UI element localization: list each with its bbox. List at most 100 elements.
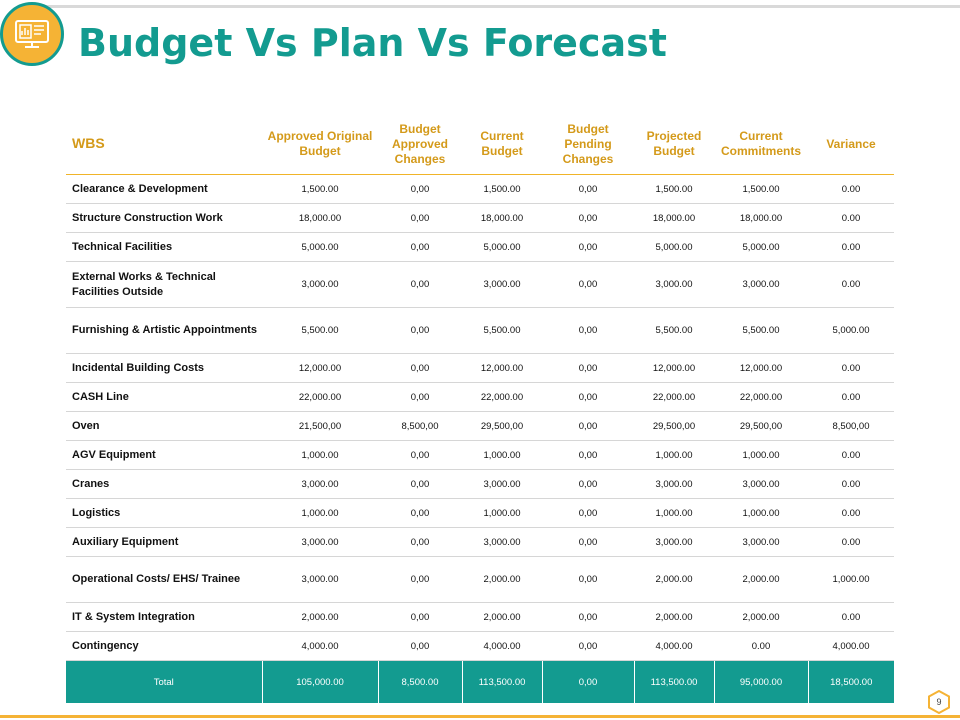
table-cell: 0,00 <box>378 527 462 557</box>
table-cell: 12,000.00 <box>262 353 378 383</box>
row-label: Furnishing & Artistic Appointments <box>66 307 262 354</box>
table-cell: 12,000.00 <box>714 353 808 383</box>
table-cell: 0,00 <box>542 469 634 499</box>
table-cell: 29,500,00 <box>462 411 542 441</box>
table-cell: 0,00 <box>542 261 634 308</box>
total-cell: 113,500.00 <box>634 660 715 703</box>
table-header-row: WBS Approved Original Budget Budget Approv… <box>66 114 894 175</box>
table-cell: 0,00 <box>378 631 462 661</box>
total-cell: 95,000.00 <box>714 660 809 703</box>
table-row: Furnishing & Artistic Appointments 5,500.… <box>66 307 894 354</box>
table-cell: 5,500.00 <box>262 307 378 354</box>
table-row: Auxiliary Equipment 3,000.00 0,00 3,000.00 0… <box>66 527 894 557</box>
table-cell: 0,00 <box>542 232 634 262</box>
table-cell: 0,00 <box>378 203 462 233</box>
total-row: Total 105,000.00 8,500.00 113,500.00 0,00 113… <box>66 660 894 703</box>
table-row: CASH Line 22,000.00 0,00 22,000.00 0,00 22,00… <box>66 382 894 412</box>
table-cell: 0,00 <box>542 498 634 528</box>
budget-table: WBS Approved Original Budget Budget Approv… <box>66 114 894 703</box>
table-cell: 3,000.00 <box>262 261 378 308</box>
hexagon-icon <box>928 690 950 714</box>
monitor-chart-icon <box>0 2 64 66</box>
column-header: Budget Approved Changes <box>378 114 462 175</box>
table-cell: 0.00 <box>714 631 808 661</box>
table-cell: 5,000.00 <box>808 307 894 354</box>
table-cell: 3,000.00 <box>262 556 378 603</box>
row-label: Contingency <box>66 631 262 661</box>
table-cell: 5,000.00 <box>714 232 808 262</box>
table-cell: 0.00 <box>808 440 894 470</box>
table-cell: 0.00 <box>808 469 894 499</box>
row-label: Technical Facilities <box>66 232 262 262</box>
table-cell: 0.00 <box>808 527 894 557</box>
page-title: Budget Vs Plan Vs Forecast <box>78 21 667 65</box>
table-cell: 0,00 <box>378 440 462 470</box>
column-header: Projected Budget <box>634 114 714 175</box>
table-cell: 0,00 <box>542 556 634 603</box>
table-cell: 1,000.00 <box>634 498 714 528</box>
row-label: AGV Equipment <box>66 440 262 470</box>
table-cell: 0,00 <box>378 556 462 603</box>
table-cell: 3,000.00 <box>462 261 542 308</box>
table-cell: 2,000.00 <box>714 556 808 603</box>
table-cell: 29,500,00 <box>634 411 714 441</box>
table-cell: 3,000.00 <box>634 527 714 557</box>
table-cell: 1,500.00 <box>714 174 808 204</box>
bottom-rule <box>0 715 960 718</box>
table-row: Structure Construction Work 18,000.00 0,00… <box>66 203 894 233</box>
table-cell: 0,00 <box>542 203 634 233</box>
row-label: Logistics <box>66 498 262 528</box>
column-header: Approved Original Budget <box>262 114 378 175</box>
table-cell: 0.00 <box>808 261 894 308</box>
table-row: Contingency 4,000.00 0,00 4,000.00 0,00 4,000… <box>66 631 894 661</box>
table-cell: 8,500,00 <box>378 411 462 441</box>
table-cell: 3,000.00 <box>262 469 378 499</box>
table-cell: 5,500.00 <box>462 307 542 354</box>
table-cell: 2,000.00 <box>462 556 542 603</box>
table-cell: 18,000.00 <box>462 203 542 233</box>
table-cell: 0,00 <box>378 174 462 204</box>
table-cell: 0.00 <box>808 382 894 412</box>
table-cell: 1,000.00 <box>262 498 378 528</box>
total-label: Total <box>66 660 263 703</box>
total-cell: 18,500.00 <box>808 660 894 703</box>
row-label: Structure Construction Work <box>66 203 262 233</box>
table-cell: 0.00 <box>808 353 894 383</box>
table-row: Oven 21,500,00 8,500,00 29,500,00 0,00 29,500… <box>66 411 894 441</box>
row-label: CASH Line <box>66 382 262 412</box>
table-cell: 0,00 <box>378 232 462 262</box>
table-cell: 2,000.00 <box>634 602 714 632</box>
table-cell: 0,00 <box>542 527 634 557</box>
total-cell: 8,500.00 <box>378 660 463 703</box>
table-cell: 3,000.00 <box>462 527 542 557</box>
table-cell: 22,000.00 <box>262 382 378 412</box>
table-cell: 0,00 <box>378 602 462 632</box>
table-cell: 1,500.00 <box>634 174 714 204</box>
table-row: Technical Facilities 5,000.00 0,00 5,000.00… <box>66 232 894 262</box>
column-header: Variance <box>808 114 894 175</box>
row-label: Cranes <box>66 469 262 499</box>
table-cell: 0,00 <box>542 174 634 204</box>
table-cell: 0,00 <box>542 382 634 412</box>
column-header: Current Budget <box>462 114 542 175</box>
table-cell: 5,500.00 <box>714 307 808 354</box>
table-cell: 4,000.00 <box>808 631 894 661</box>
table-cell: 2,000.00 <box>714 602 808 632</box>
table-cell: 1,000.00 <box>462 440 542 470</box>
row-label: External Works & Technical Facilities Ou… <box>66 261 262 308</box>
row-label: Auxiliary Equipment <box>66 527 262 557</box>
table-cell: 5,500.00 <box>634 307 714 354</box>
table-cell: 3,000.00 <box>634 261 714 308</box>
table-cell: 2,000.00 <box>262 602 378 632</box>
total-cell: 0,00 <box>542 660 635 703</box>
table-cell: 12,000.00 <box>462 353 542 383</box>
table-cell: 1,000.00 <box>262 440 378 470</box>
table-cell: 0.00 <box>808 174 894 204</box>
table-row: Operational Costs/ EHS/ Trainee 3,000.00 0… <box>66 556 894 603</box>
table-cell: 29,500,00 <box>714 411 808 441</box>
table-cell: 1,500.00 <box>262 174 378 204</box>
table-row: Incidental Building Costs 12,000.00 0,00 12… <box>66 353 894 383</box>
table-cell: 3,000.00 <box>714 527 808 557</box>
table-cell: 0.00 <box>808 203 894 233</box>
table-row: AGV Equipment 1,000.00 0,00 1,000.00 0,00 1,0… <box>66 440 894 470</box>
